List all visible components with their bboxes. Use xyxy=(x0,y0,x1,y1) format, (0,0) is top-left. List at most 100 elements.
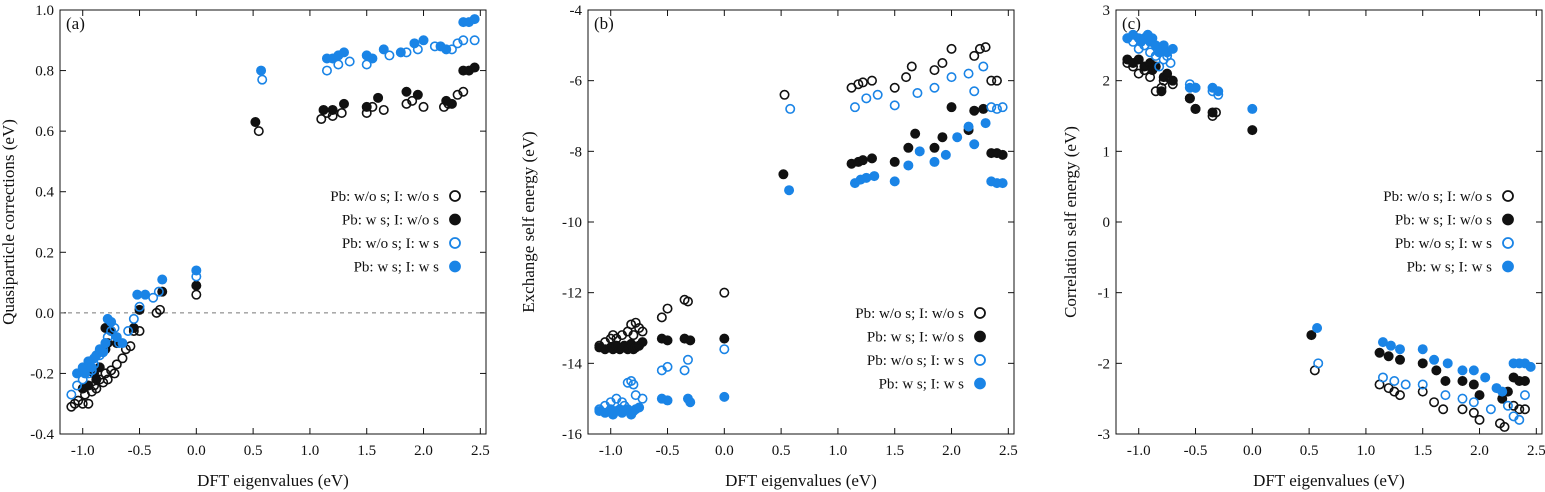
legend-marker xyxy=(1502,237,1514,249)
x-tick-label: 2.0 xyxy=(942,443,961,459)
data-point-series-4 xyxy=(784,185,795,196)
data-point-series-3 xyxy=(679,365,690,376)
data-point-series-1 xyxy=(779,89,790,100)
legend-entry-label: Pb: w/o s; I: w/o s xyxy=(1383,189,1492,205)
data-point-series-1 xyxy=(452,89,463,100)
data-point-series-2 xyxy=(1190,103,1201,114)
y-tick-label: -0.2 xyxy=(30,366,54,382)
data-point-series-3 xyxy=(637,393,648,404)
data-point-series-1 xyxy=(719,287,730,298)
data-point-series-1 xyxy=(969,50,980,61)
data-point-series-4 xyxy=(1312,322,1323,333)
panel-c: (c) DFT eigenvalues (eV) Correlation sel… xyxy=(1061,3,1545,490)
data-point-series-3 xyxy=(123,326,134,337)
data-point-series-3 xyxy=(662,361,673,372)
data-point-series-1 xyxy=(154,304,165,315)
y-tick-label: -0.4 xyxy=(30,427,54,443)
data-point-series-4 xyxy=(367,53,378,64)
data-point-series-2 xyxy=(469,62,480,73)
x-tick-label: 0.0 xyxy=(1243,443,1262,459)
data-point-series-3 xyxy=(991,103,1002,114)
x-tick-label: 1.0 xyxy=(301,443,320,459)
ticks: -1.0 -0.5 0.0 0.5 1.0 1.5 2.0 2.5 -3 -2 -1 0 1 2 3 xyxy=(1098,3,1545,459)
data-point-series-1 xyxy=(401,98,412,109)
data-point-series-4 xyxy=(1457,365,1468,376)
data-point-series-4 xyxy=(980,118,991,129)
data-point-series-2 xyxy=(1468,379,1479,390)
data-point-series-4 xyxy=(929,156,940,167)
data-point-series-2 xyxy=(719,333,730,344)
data-point-series-2 xyxy=(1383,351,1394,362)
data-point-series-3 xyxy=(978,61,989,72)
data-point-series-1 xyxy=(937,57,948,68)
y-tick-label: 2 xyxy=(1103,74,1111,90)
data-point-series-4 xyxy=(952,132,963,143)
x-tick-label: -1.0 xyxy=(599,443,623,459)
data-point-series-1 xyxy=(857,77,868,88)
data-point-series-3 xyxy=(872,89,883,100)
x-tick-label: -0.5 xyxy=(656,443,680,459)
y-tick-label: -4 xyxy=(570,3,583,19)
x-axis-label: DFT eigenvalues (eV) xyxy=(1253,471,1405,490)
data-point-series-4 xyxy=(1417,344,1428,355)
data-point-series-2 xyxy=(866,153,877,164)
y-tick-label: -14 xyxy=(562,356,582,372)
data-point-series-3 xyxy=(1389,375,1400,386)
data-point-series-1 xyxy=(253,126,264,137)
data-point-series-2 xyxy=(937,132,948,143)
data-point-series-1 xyxy=(991,75,1002,86)
plot-frame xyxy=(59,9,487,435)
data-point-series-4 xyxy=(338,47,349,58)
data-point-series-2 xyxy=(929,142,940,153)
data-point-series-2 xyxy=(1457,375,1468,386)
data-point-series-2 xyxy=(134,304,145,315)
x-tick-label: 2.0 xyxy=(414,443,433,459)
data-point-series-3 xyxy=(66,389,77,400)
data-point-series-3 xyxy=(997,102,1008,113)
data-point-series-2 xyxy=(778,169,789,180)
data-point-series-1 xyxy=(1499,421,1510,432)
data-point-series-3 xyxy=(469,35,480,46)
x-tick-label: 2.5 xyxy=(471,443,490,459)
data-point-series-4 xyxy=(869,171,880,182)
data-point-series-2 xyxy=(637,337,648,348)
data-point-series-1 xyxy=(656,312,667,323)
data-point-series-1 xyxy=(986,75,997,86)
data-point-series-2 xyxy=(857,155,868,166)
data-point-series-4 xyxy=(79,368,90,379)
data-point-series-1 xyxy=(316,114,327,125)
data-point-series-4 xyxy=(418,35,429,46)
data-point-series-2 xyxy=(1474,390,1485,401)
data-point-series-2 xyxy=(373,92,384,103)
x-tick-label: 0.0 xyxy=(187,443,206,459)
data-point-series-4 xyxy=(111,332,122,343)
data-point-series-2 xyxy=(969,105,980,116)
data-point-series-3 xyxy=(1377,372,1388,383)
legend-entry-label: Pb: w/o s; I: w s xyxy=(342,236,439,252)
data-point-series-4 xyxy=(997,178,1008,189)
data-point-series-2 xyxy=(412,89,423,100)
data-point-series-2 xyxy=(1162,68,1173,79)
legend: Pb: w/o s; I: w/o s Pb: w s; I: w/o s Pb: … xyxy=(855,306,986,393)
data-point-series-2 xyxy=(903,142,914,153)
data-point-series-2 xyxy=(338,98,349,109)
legend-marker xyxy=(974,377,986,390)
data-point-series-1 xyxy=(866,75,877,86)
data-point-series-4 xyxy=(469,14,480,25)
data-point-series-4 xyxy=(86,362,97,373)
legend-entry-label: Pb: w s; I: w/o s xyxy=(1395,213,1492,229)
data-point-series-3 xyxy=(321,65,332,76)
data-point-series-3 xyxy=(1154,61,1165,72)
data-point-series-3 xyxy=(458,35,469,46)
x-tick-label: 0.5 xyxy=(772,443,791,459)
data-point-series-3 xyxy=(1514,414,1525,425)
y-tick-label: 0 xyxy=(1103,215,1111,231)
data-point-series-3 xyxy=(1417,379,1428,390)
x-tick-label: 1.5 xyxy=(885,443,904,459)
ticks: -1.0 -0.5 0.0 0.5 1.0 1.5 2.0 2.5 -0.4 -0.2 0.0 0.2… xyxy=(30,3,489,459)
data-point-series-2 xyxy=(191,280,202,291)
data-point-series-4 xyxy=(889,176,900,187)
data-point-series-1 xyxy=(1519,404,1530,415)
legend-entry-label: Pb: w s; I: w s xyxy=(879,377,965,393)
